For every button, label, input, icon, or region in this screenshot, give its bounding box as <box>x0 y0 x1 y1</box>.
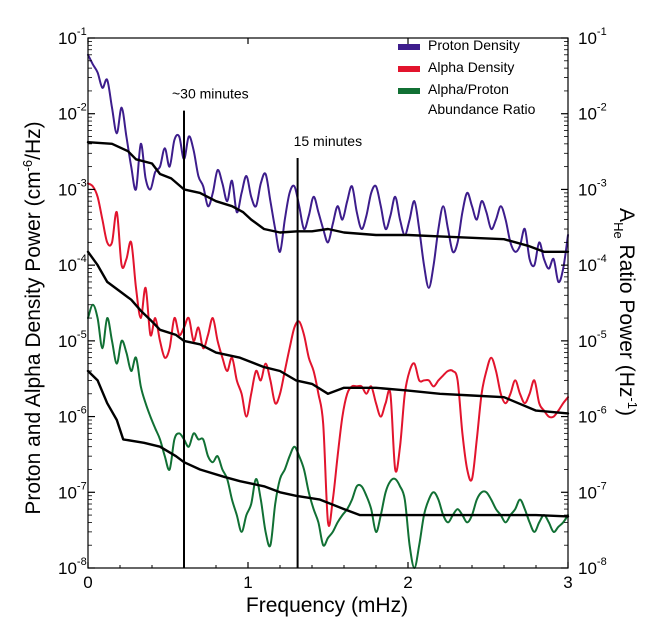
y-tick-label-left: 10-6 <box>58 405 87 427</box>
y-axis-title-right-tail: ) <box>615 409 638 416</box>
y-tick-label-left: 10-3 <box>58 177 87 199</box>
y-axis-title-right-sub: He <box>611 222 626 239</box>
y-tick-label-right: 10-3 <box>578 177 607 199</box>
y-tick-label-right: 10-4 <box>578 253 607 275</box>
y-tick-label-right: 10-7 <box>578 480 607 502</box>
y-tick-label-left: 10-4 <box>58 253 87 275</box>
x-tick-label: 0 <box>83 573 92 592</box>
y-axis-title-right-main: Ratio Power (Hz <box>615 239 638 398</box>
y-tick-label-right: 10-6 <box>578 405 607 427</box>
smoothed-trend-line-2 <box>86 250 570 415</box>
legend-label: Proton Density <box>428 37 520 53</box>
y-axis-title-left-tail: /Hz) <box>22 121 45 160</box>
alpha-density-line <box>87 182 569 527</box>
annotation-label-2: 15 minutes <box>294 133 362 149</box>
y-tick-label-right: 10-2 <box>578 102 607 124</box>
y-tick-label-right: 10-1 <box>578 26 607 48</box>
x-tick-label: 2 <box>403 573 412 592</box>
legend-label: Alpha Density <box>428 59 514 75</box>
y-tick-label-left: 10-2 <box>58 102 87 124</box>
x-tick-label: 1 <box>243 573 252 592</box>
y-tick-label-left: 10-8 <box>58 556 87 578</box>
y-tick-label-right: 10-5 <box>578 329 607 351</box>
legend: Proton Density Alpha Density Alpha/Proton A… <box>398 37 536 117</box>
legend-swatch <box>398 88 420 94</box>
smoothed-trend-line-1 <box>86 141 570 253</box>
y-axis-title-right: AHe Ratio Power (Hz-1) <box>611 208 640 416</box>
legend-swatch <box>398 66 420 72</box>
alpha-proton-abundance-ratio-line <box>87 303 569 569</box>
legend-label: Alpha/Proton <box>428 81 509 97</box>
y-axis-title-right-exp: -1 <box>625 397 640 409</box>
proton-density-line <box>87 53 569 289</box>
y-axis-title-left-main: Proton and Alpha Density Power (cm <box>22 171 45 514</box>
tick-layer <box>87 37 569 569</box>
y-tick-label-right: 10-8 <box>578 556 607 578</box>
x-axis-title: Frequency (mHz) <box>246 594 408 617</box>
series-layer <box>86 53 570 569</box>
legend-label: Abundance Ratio <box>428 101 536 117</box>
vline-layer: ~30 minutes 15 minutes <box>172 86 362 568</box>
y-tick-label-left: 10-1 <box>58 26 87 48</box>
smoothed-trend-line-3 <box>86 369 570 518</box>
annotation-label-1: ~30 minutes <box>172 86 249 102</box>
label-layer: 0 1 2 3 10-8 10-8 10-7 10-7 10-6 10-6 10-5 10-5 10-4… <box>58 26 607 592</box>
x-tick-label: 3 <box>563 573 572 592</box>
legend-swatch <box>398 44 420 50</box>
y-axis-title-left: Proton and Alpha Density Power (cm-6/Hz) <box>20 121 45 514</box>
y-axis-title-right-a: A <box>615 208 638 222</box>
plot-frame <box>87 37 569 569</box>
y-axis-title-left-exp: -6 <box>20 160 35 172</box>
y-tick-label-left: 10-5 <box>58 329 87 351</box>
y-tick-label-left: 10-7 <box>58 480 87 502</box>
